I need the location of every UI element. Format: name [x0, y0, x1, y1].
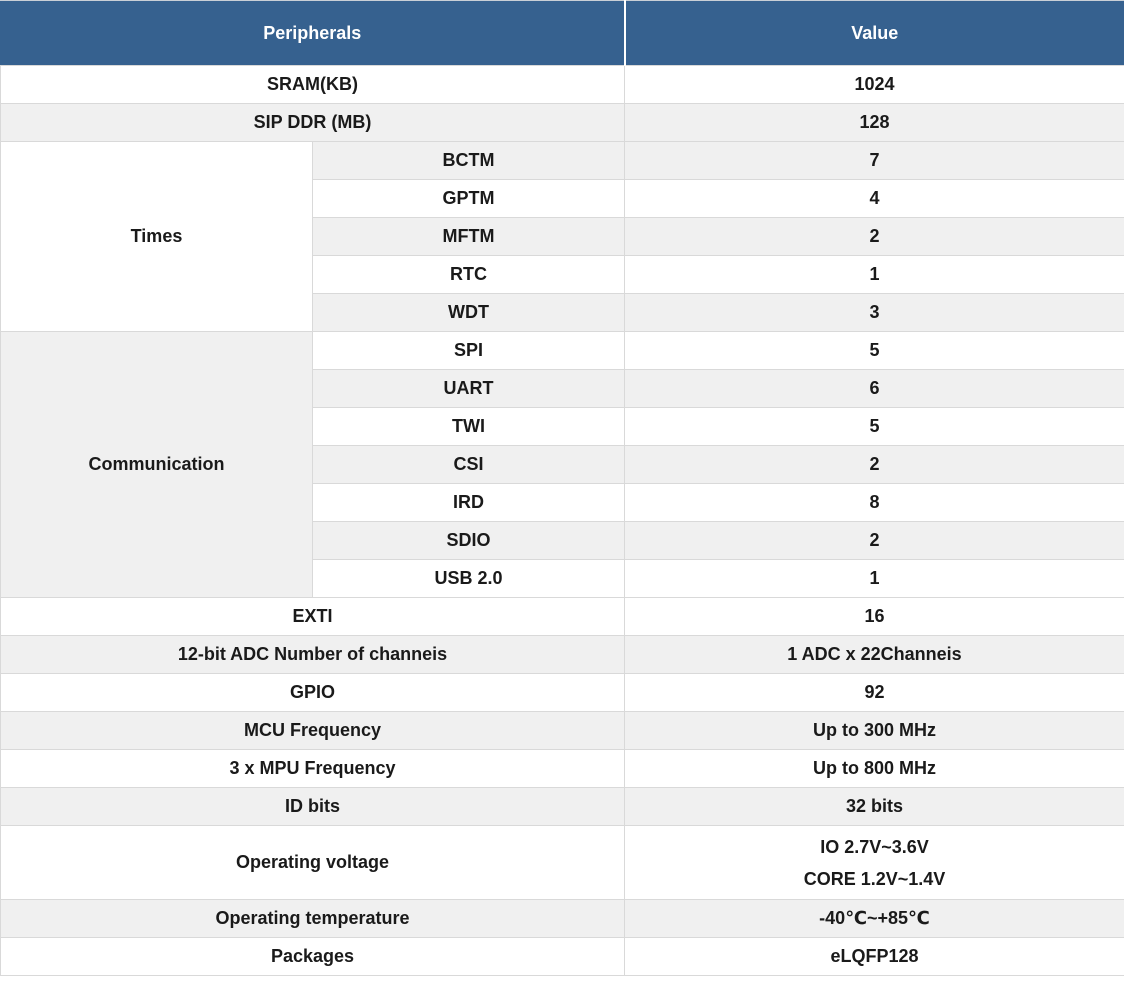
spec-label-cell: BCTM — [312, 141, 625, 180]
spec-value-cell: Up to 300 MHz — [624, 711, 1124, 750]
spec-value-cell: eLQFP128 — [624, 937, 1124, 976]
spec-label-cell: ID bits — [0, 787, 625, 826]
spec-table: Peripherals Value SRAM(KB) 1024 SIP DDR (M… — [0, 0, 1124, 976]
spec-value-cell: -40℃~+85℃ — [624, 899, 1124, 938]
spec-row: 3 x MPU Frequency Up to 800 MHz — [0, 749, 1124, 788]
spec-value-cell: 1 — [624, 559, 1124, 598]
spec-row: SIP DDR (MB) 128 — [0, 103, 1124, 142]
spec-label-cell: GPTM — [312, 179, 625, 218]
table-body: SRAM(KB) 1024 SIP DDR (MB) 128 Times BCTM 7 GPT… — [0, 65, 1124, 976]
spec-row: EXTI 16 — [0, 597, 1124, 636]
spec-label-cell: IRD — [312, 483, 625, 522]
spec-label-cell: SDIO — [312, 521, 625, 560]
spec-label-cell: 3 x MPU Frequency — [0, 749, 625, 788]
group-label-cell: Communication — [0, 331, 313, 598]
spec-label-cell: GPIO — [0, 673, 625, 712]
spec-row: UART 6 — [1, 369, 1124, 408]
spec-row: Times BCTM 7 — [0, 141, 1124, 332]
spec-row: TWI 5 — [1, 407, 1124, 446]
spec-value-cell: 2 — [624, 445, 1124, 484]
spec-value-cell: 3 — [624, 293, 1124, 332]
spec-value-cell: 2 — [624, 217, 1124, 256]
spec-value-cell: 5 — [624, 331, 1124, 370]
spec-label-cell: SPI — [312, 331, 625, 370]
column-header-value: Value — [623, 0, 1124, 66]
spec-row: MFTM 2 — [1, 217, 1124, 256]
spec-label-cell: MFTM — [312, 217, 625, 256]
spec-label-cell: Operating temperature — [0, 899, 625, 938]
header-row: Peripherals Value — [0, 0, 1124, 66]
spec-label-cell: Operating voltage — [0, 825, 625, 900]
spec-value-cell: Up to 800 MHz — [624, 749, 1124, 788]
spec-row: WDT 3 — [1, 293, 1124, 332]
spec-row: SRAM(KB) 1024 — [0, 65, 1124, 104]
spec-row: MCU Frequency Up to 300 MHz — [0, 711, 1124, 750]
spec-row: GPIO 92 — [0, 673, 1124, 712]
spec-value-cell: IO 2.7V~3.6V CORE 1.2V~1.4V — [624, 825, 1124, 900]
spec-row: CSI 2 — [1, 445, 1124, 484]
spec-label-cell: MCU Frequency — [0, 711, 625, 750]
spec-label-cell: RTC — [312, 255, 625, 294]
spec-row: Communication SPI 5 — [0, 331, 1124, 598]
spec-value-cell: 5 — [624, 407, 1124, 446]
spec-row: Operating voltage IO 2.7V~3.6V CORE 1.2V~1… — [0, 825, 1124, 900]
spec-value-cell: 7 — [624, 141, 1124, 180]
spec-row: GPTM 4 — [1, 179, 1124, 218]
column-header-peripherals: Peripherals — [0, 0, 625, 66]
spec-label-cell: 12-bit ADC Number of channeis — [0, 635, 625, 674]
spec-value-cell: 32 bits — [624, 787, 1124, 826]
spec-value-cell: 16 — [624, 597, 1124, 636]
spec-row: SDIO 2 — [1, 521, 1124, 560]
spec-value-cell: 1 — [624, 255, 1124, 294]
spec-row: RTC 1 — [1, 255, 1124, 294]
spec-label-cell: USB 2.0 — [312, 559, 625, 598]
value-line: IO 2.7V~3.6V — [820, 836, 929, 857]
spec-row: IRD 8 — [1, 483, 1124, 522]
spec-label-cell: WDT — [312, 293, 625, 332]
spec-value-cell: 92 — [624, 673, 1124, 712]
spec-label-cell: UART — [312, 369, 625, 408]
spec-label-cell: SIP DDR (MB) — [0, 103, 625, 142]
spec-value-cell: 8 — [624, 483, 1124, 522]
value-line: CORE 1.2V~1.4V — [803, 868, 946, 889]
group-label-cell: Times — [0, 141, 313, 332]
spec-label-cell: CSI — [312, 445, 625, 484]
spec-value-cell: 128 — [624, 103, 1124, 142]
spec-row: ID bits 32 bits — [0, 787, 1124, 826]
spec-row: 12-bit ADC Number of channeis 1 ADC x 22C… — [0, 635, 1124, 674]
spec-row: Operating temperature -40℃~+85℃ — [0, 899, 1124, 938]
spec-value-cell: 2 — [624, 521, 1124, 560]
spec-value-cell: 1024 — [624, 65, 1124, 104]
spec-label-cell: TWI — [312, 407, 625, 446]
spec-value-cell: 6 — [624, 369, 1124, 408]
spec-value-cell: 4 — [624, 179, 1124, 218]
spec-value-cell: 1 ADC x 22Channeis — [624, 635, 1124, 674]
spec-label-cell: EXTI — [0, 597, 625, 636]
spec-label-cell: SRAM(KB) — [0, 65, 625, 104]
spec-row: Packages eLQFP128 — [0, 937, 1124, 976]
spec-row: USB 2.0 1 — [1, 559, 1124, 598]
spec-label-cell: Packages — [0, 937, 625, 976]
